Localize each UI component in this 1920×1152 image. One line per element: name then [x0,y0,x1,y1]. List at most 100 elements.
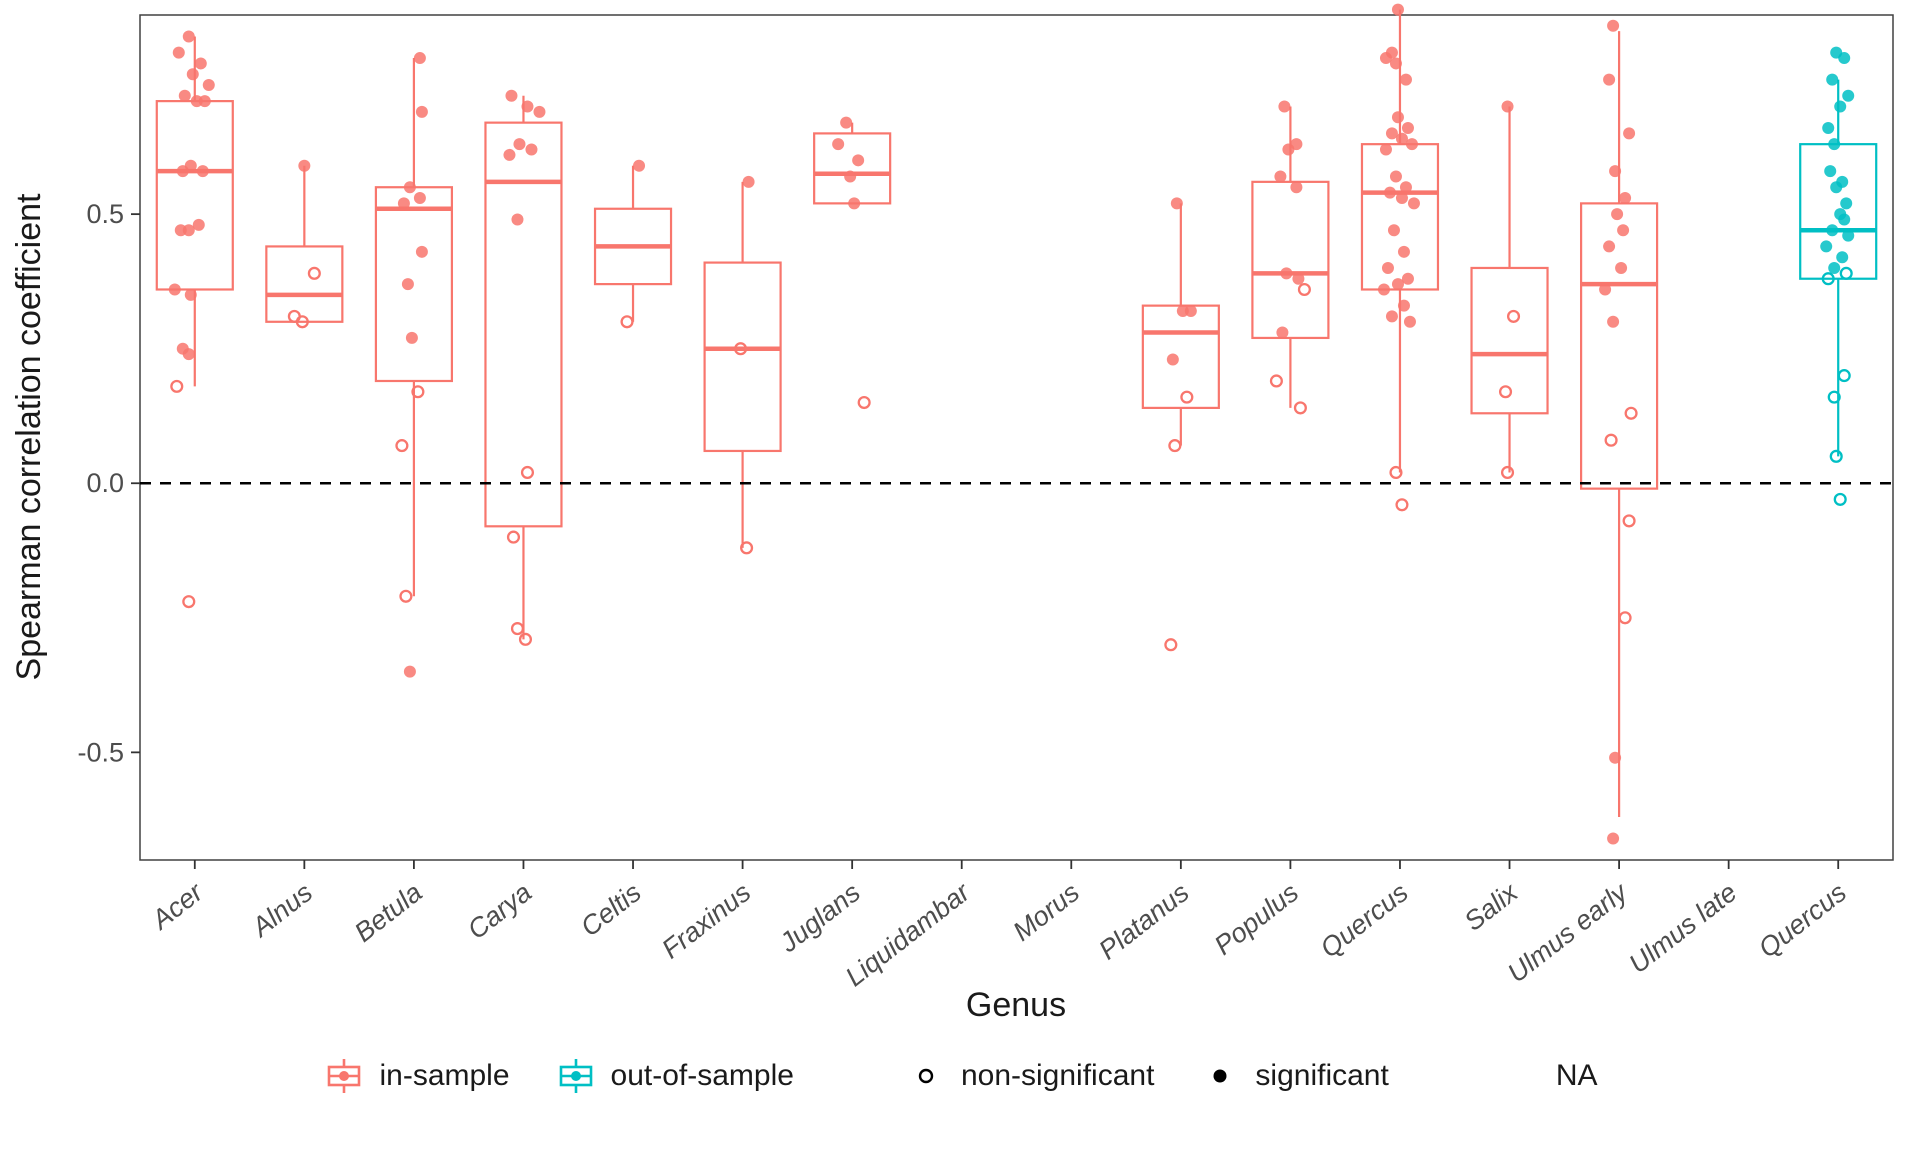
x-category-label-quercus-oos: Quercus [1753,877,1852,963]
point-significant [184,288,197,301]
point-significant [503,148,516,161]
point-significant [1389,170,1402,183]
point-significant [1379,52,1392,65]
x-category-label-fraxinus: Fraxinus [656,877,756,964]
point-non-significant [1833,492,1847,506]
point-significant [1609,751,1622,764]
x-category-label-populus: Populus [1209,877,1304,961]
boxplot-acer [155,36,234,387]
point-significant [1397,299,1410,312]
point-non-significant [1622,514,1636,528]
point-significant [1292,272,1305,285]
point-significant [186,68,199,81]
point-non-significant [395,439,409,453]
point-significant [196,165,209,178]
point-significant [1501,100,1514,113]
boxplot-celtis [593,165,673,322]
point-significant [1401,122,1414,135]
point-significant [1391,3,1404,16]
legend-label-significant: significant [1255,1059,1389,1092]
iqr-box [265,245,344,323]
iqr-box [1141,304,1220,409]
iqr-box [1251,180,1330,340]
point-non-significant [734,342,748,356]
point-non-significant [1506,309,1521,323]
point-significant [1278,100,1291,113]
point-non-significant [1604,433,1618,447]
point-significant [1611,208,1624,221]
point-non-significant [518,632,533,646]
x-category-label-carya: Carya [462,877,537,945]
point-significant [1280,267,1293,280]
point-non-significant [1168,439,1182,453]
point-non-significant [506,530,521,544]
chart-legend: in-sample out-of-sample non-significant … [322,1054,1598,1098]
x-category-label-acer: Acer [145,876,210,936]
point-significant [1274,170,1287,183]
blank-key-icon [1499,1054,1543,1098]
point-significant [1599,283,1612,296]
point-significant [1407,197,1420,210]
point-significant [1381,261,1394,274]
point-significant [1617,224,1630,237]
plot-panel: -0.5 0.0 0.5 Acer Alnus Betula Carya Celtis Frax… [77,3,1894,992]
point-significant [1828,138,1841,151]
point-significant [1389,57,1402,70]
point-significant [1391,111,1404,124]
point-significant [182,348,195,361]
point-significant [405,331,418,344]
point-non-significant [1837,369,1851,383]
point-significant [1405,138,1418,151]
point-non-significant [1395,498,1409,512]
iqr-box [155,100,234,291]
point-significant [1842,89,1855,102]
point-significant [852,154,865,167]
x-category-label-morus: Morus [1007,877,1085,947]
point-non-significant [1293,401,1307,415]
point-significant [1828,261,1841,274]
point-significant [401,278,414,291]
point-significant [511,213,524,226]
point-significant [742,175,755,188]
point-significant [1401,272,1414,285]
point-significant [1397,245,1410,258]
point-significant [1820,240,1833,253]
point-significant [844,170,857,183]
iqr-box [703,261,782,453]
point-significant [413,52,426,65]
point-significant [403,665,416,678]
point-significant [298,159,311,172]
legend-item-non-significant: non-significant [904,1054,1154,1098]
legend-item-out-of-sample: out-of-sample [554,1054,794,1098]
open-circle-icon [918,1068,934,1084]
point-significant [533,105,546,118]
point-significant [1838,213,1851,226]
point-significant [1826,224,1839,237]
boxplot-alnus [265,165,344,323]
boxplot-salix [1470,106,1549,473]
point-significant [633,159,646,172]
y-axis-title: Spearman correlation coefficient [10,193,48,681]
point-significant [192,218,205,231]
y-tick-label: 0.0 [86,468,124,498]
legend-label-out-of-sample: out-of-sample [610,1059,794,1092]
point-significant [1399,181,1412,194]
point-non-significant [620,315,634,329]
x-category-label-celtis: Celtis [575,877,647,942]
point-non-significant [295,315,309,329]
x-category-label-betula: Betula [349,877,428,948]
point-significant [1607,315,1620,328]
legend-label-in-sample: in-sample [379,1059,510,1092]
point-non-significant [1624,406,1638,420]
point-significant [1399,73,1412,86]
point-significant [1184,305,1197,318]
point-significant [832,138,845,151]
point-significant [397,197,410,210]
point-significant [1830,181,1843,194]
point-non-significant [411,385,425,399]
point-significant [1603,240,1616,253]
iqr-box [1360,143,1440,291]
iqr-box [484,121,563,528]
x-category-label-ulmus-late: Ulmus late [1623,877,1742,979]
